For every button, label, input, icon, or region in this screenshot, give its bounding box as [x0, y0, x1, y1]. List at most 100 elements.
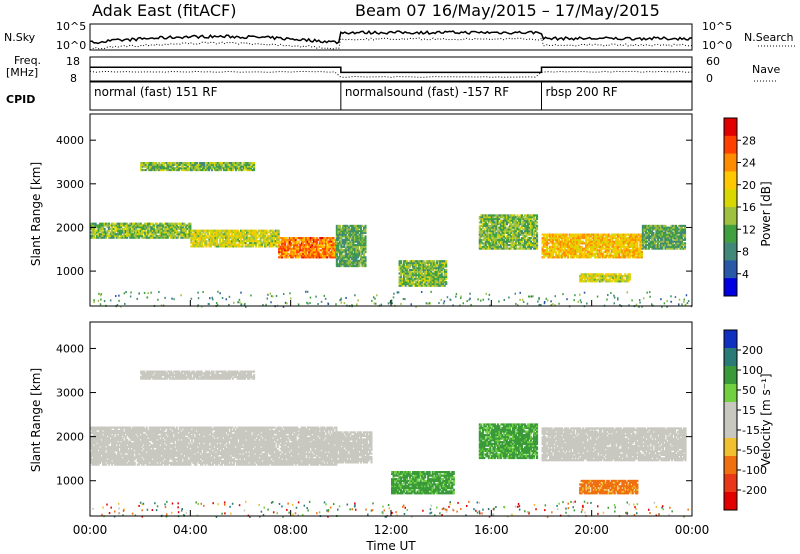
data-cell: [217, 290, 219, 293]
data-cell: [306, 244, 309, 247]
data-cell: [650, 230, 653, 233]
data-cell: [601, 275, 604, 278]
data-cell: [168, 165, 171, 168]
data-cell: [665, 238, 669, 241]
data-cell: [163, 233, 166, 236]
data-cell: [337, 231, 340, 234]
data-cell: [324, 238, 327, 241]
data-cell: [622, 245, 625, 248]
data-cell: [574, 245, 577, 248]
data-cell: [183, 167, 186, 170]
data-cell: [344, 252, 347, 255]
data-cell: [105, 231, 108, 234]
data-cell: [253, 229, 256, 232]
data-cell: [505, 219, 508, 222]
data-cell: [276, 233, 279, 236]
data-cell: [583, 280, 586, 283]
data-cell: [647, 247, 650, 250]
data-cell: [552, 254, 555, 257]
data-cell: [271, 236, 274, 239]
data-cell: [359, 244, 363, 247]
data-cell: [591, 275, 594, 278]
data-cell: [99, 303, 102, 306]
data-cell: [650, 303, 653, 306]
data-cell: [243, 241, 246, 244]
data-cell: [615, 238, 618, 241]
data-cell: [194, 231, 197, 234]
data-cell: [639, 237, 642, 240]
data-cell: [428, 267, 431, 270]
data-cell: [546, 237, 549, 240]
data-cell: [183, 229, 186, 232]
data-cell: [409, 281, 412, 284]
data-cell: [410, 270, 413, 273]
data-cell: [413, 261, 416, 265]
data-cell: [352, 238, 355, 241]
data-cell: [333, 244, 336, 247]
data-cell: [667, 238, 670, 241]
data-cell: [343, 228, 346, 231]
data-cell: [510, 217, 513, 220]
data-cell: [186, 227, 189, 231]
data-cell: [335, 249, 338, 252]
data-cell: [484, 217, 487, 220]
data-cell: [353, 261, 356, 264]
data-cell: [147, 229, 150, 232]
data-cell: [305, 244, 308, 247]
data-cell: [658, 224, 661, 227]
data-cell: [338, 251, 341, 254]
data-cell: [680, 242, 684, 245]
data-cell: [604, 280, 607, 283]
data-cell: [256, 240, 259, 243]
data-cell: [600, 280, 603, 283]
data-cell: [346, 263, 349, 266]
data-cell: [639, 254, 642, 257]
data-cell: [152, 162, 155, 165]
data-cell: [577, 237, 580, 240]
data-cell: [281, 249, 284, 252]
data-cell: [598, 278, 601, 281]
data-cell: [543, 244, 546, 247]
data-cell: [225, 165, 229, 168]
data-cell: [498, 247, 501, 250]
data-cell: [187, 229, 190, 232]
data-cell: [573, 242, 576, 245]
data-cell: [268, 238, 271, 241]
data-cell: [434, 265, 437, 268]
data-cell: [355, 244, 358, 247]
data-cell: [419, 275, 422, 279]
data-cell: [118, 222, 121, 225]
data-cell: [618, 254, 621, 257]
data-cell: [478, 231, 481, 234]
data-cell: [100, 226, 103, 229]
data-cell: [253, 241, 256, 244]
data-cell: [281, 240, 284, 243]
data-cell: [591, 240, 594, 243]
data-cell: [135, 229, 138, 232]
data-cell: [211, 234, 214, 238]
data-cell: [215, 233, 219, 236]
data-cell: [296, 244, 299, 247]
data-cell: [171, 222, 174, 225]
data-cell: [262, 236, 265, 239]
data-cell: [525, 221, 528, 224]
data-cell: [528, 240, 531, 243]
data-cell: [142, 226, 145, 229]
data-cell: [236, 231, 240, 234]
data-cell: [362, 244, 366, 247]
data-cell: [522, 301, 525, 304]
data-cell: [513, 242, 516, 245]
data-cell: [150, 236, 153, 239]
data-cell: [220, 233, 223, 236]
data-cell: [478, 226, 481, 229]
data-cell: [659, 247, 662, 250]
data-cell: [245, 167, 248, 170]
data-cell: [597, 242, 600, 245]
data-cell: [264, 236, 267, 239]
data-cell: [152, 168, 155, 172]
data-cell: [112, 222, 115, 225]
data-cell: [400, 268, 403, 272]
data-cell: [487, 244, 490, 247]
data-cell: [305, 245, 308, 248]
data-cell: [164, 162, 167, 165]
